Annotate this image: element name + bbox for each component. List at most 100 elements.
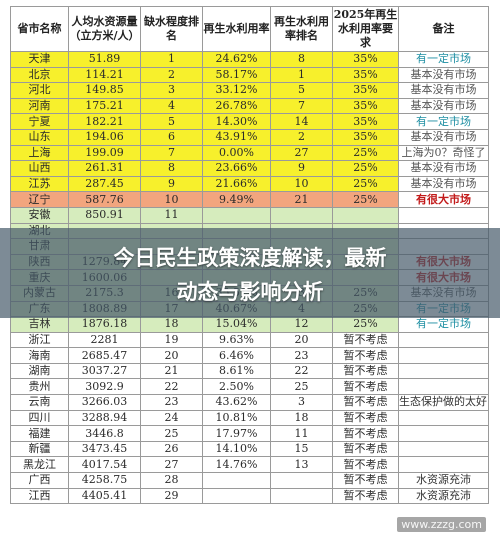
table-row: 河北 149.85 3 33.12% 5 35% 基本没有市场 — [10, 82, 489, 99]
reuse-rank-cell: 3 — [270, 394, 333, 411]
shortage-rank-cell: 23 — [140, 394, 203, 411]
reuse-rate-cell: 8.61% — [202, 362, 271, 380]
table-row: 广西 4258.75 28 暂不考虑 水资源充沛 — [10, 472, 489, 489]
reuse-rate-cell: 9.49% — [202, 191, 271, 208]
column-header: 人均水资源量（立方米/人） — [68, 6, 141, 52]
remark-cell — [398, 409, 489, 427]
target-rate-cell: 35% — [332, 128, 399, 146]
target-rate-cell: 35% — [332, 66, 399, 84]
reuse-rate-cell — [202, 472, 271, 489]
province-cell: 四川 — [10, 409, 69, 427]
province-cell: 北京 — [10, 66, 69, 84]
shortage-rank-cell: 29 — [140, 487, 203, 505]
shortage-rank-cell: 7 — [140, 144, 203, 162]
column-header: 缺水程度排名 — [140, 6, 203, 52]
shortage-rank-cell: 19 — [140, 331, 203, 349]
table-row: 黑龙江 4017.54 27 14.76% 13 暂不考虑 — [10, 456, 489, 474]
reuse-rate-cell: 24.62% — [202, 51, 271, 68]
table-row: 山东 194.06 6 43.91% 2 35% 基本没有市场 — [10, 128, 489, 146]
remark-cell — [398, 456, 489, 474]
water-per-capita-cell: 587.76 — [68, 191, 141, 208]
remark-cell: 有一定市场 — [398, 113, 489, 130]
remark-cell: 上海为0？奇怪了 — [398, 144, 489, 162]
remark-cell: 基本没有市场 — [398, 66, 489, 84]
column-header: 再生水利用率排名 — [270, 6, 333, 52]
remark-cell: 水资源充沛 — [398, 487, 489, 505]
remark-cell — [398, 362, 489, 380]
province-cell: 广西 — [10, 472, 69, 489]
province-cell: 湖南 — [10, 362, 69, 380]
shortage-rank-cell: 20 — [140, 347, 203, 364]
reuse-rate-cell: 58.17% — [202, 66, 271, 84]
water-per-capita-cell: 4017.54 — [68, 456, 141, 474]
shortage-rank-cell: 8 — [140, 160, 203, 177]
reuse-rank-cell: 9 — [270, 160, 333, 177]
water-per-capita-cell: 3037.27 — [68, 362, 141, 380]
water-per-capita-cell: 149.85 — [68, 82, 141, 99]
province-cell: 吉林 — [10, 316, 69, 333]
reuse-rank-cell: 18 — [270, 409, 333, 427]
table-row: 山西 261.31 8 23.66% 9 25% 基本没有市场 — [10, 160, 489, 177]
remark-cell: 生态保护做的太好了 — [398, 394, 489, 411]
reuse-rank-cell: 21 — [270, 191, 333, 208]
target-rate-cell: 25% — [332, 191, 399, 208]
target-rate-cell: 暂不考虑 — [332, 394, 399, 411]
shortage-rank-cell: 11 — [140, 206, 203, 224]
reuse-rank-cell: 22 — [270, 362, 333, 380]
shortage-rank-cell: 18 — [140, 316, 203, 333]
table-row: 浙江 2281 19 9.63% 20 暂不考虑 — [10, 331, 489, 349]
water-per-capita-cell: 3473.45 — [68, 440, 141, 458]
target-rate-cell: 暂不考虑 — [332, 425, 399, 442]
site-watermark: www.zzzg.com — [397, 517, 486, 532]
headline-line-1: 今日民生政策深度解读，最新 — [113, 246, 387, 270]
water-per-capita-cell: 182.21 — [68, 113, 141, 130]
shortage-rank-cell: 4 — [140, 97, 203, 115]
target-rate-cell: 暂不考虑 — [332, 472, 399, 489]
table-header-row: 省市名称 人均水资源量（立方米/人） 缺水程度排名 再生水利用率 再生水利用率排名 202… — [10, 6, 489, 52]
province-cell: 山西 — [10, 160, 69, 177]
reuse-rate-cell: 14.76% — [202, 456, 271, 474]
reuse-rank-cell: 20 — [270, 331, 333, 349]
reuse-rate-cell: 10.81% — [202, 409, 271, 427]
reuse-rate-cell — [202, 487, 271, 505]
reuse-rank-cell — [270, 487, 333, 505]
water-per-capita-cell: 3266.03 — [68, 394, 141, 411]
water-per-capita-cell: 114.21 — [68, 66, 141, 84]
reuse-rate-cell: 33.12% — [202, 82, 271, 99]
table-row: 湖南 3037.27 21 8.61% 22 暂不考虑 — [10, 362, 489, 380]
remark-cell — [398, 347, 489, 364]
remark-cell: 基本没有市场 — [398, 175, 489, 193]
reuse-rank-cell: 14 — [270, 113, 333, 130]
province-cell: 浙江 — [10, 331, 69, 349]
shortage-rank-cell: 26 — [140, 440, 203, 458]
province-cell: 江苏 — [10, 175, 69, 193]
reuse-rate-cell — [202, 206, 271, 224]
table-row: 云南 3266.03 23 43.62% 3 暂不考虑 生态保护做的太好了 — [10, 394, 489, 411]
table-row: 上海 199.09 7 0.00% 27 25% 上海为0？奇怪了 — [10, 144, 489, 162]
shortage-rank-cell: 22 — [140, 378, 203, 396]
shortage-rank-cell: 25 — [140, 425, 203, 442]
reuse-rate-cell: 15.04% — [202, 316, 271, 333]
reuse-rank-cell: 10 — [270, 175, 333, 193]
column-header: 省市名称 — [10, 6, 69, 52]
province-cell: 河北 — [10, 82, 69, 99]
remark-cell: 基本没有市场 — [398, 160, 489, 177]
water-per-capita-cell: 51.89 — [68, 51, 141, 68]
remark-cell: 基本没有市场 — [398, 97, 489, 115]
table-row: 江西 4405.41 29 暂不考虑 水资源充沛 — [10, 487, 489, 505]
shortage-rank-cell: 10 — [140, 191, 203, 208]
target-rate-cell: 暂不考虑 — [332, 362, 399, 380]
shortage-rank-cell: 24 — [140, 409, 203, 427]
target-rate-cell: 25% — [332, 175, 399, 193]
reuse-rank-cell: 7 — [270, 97, 333, 115]
water-per-capita-cell: 175.21 — [68, 97, 141, 115]
water-per-capita-cell: 2685.47 — [68, 347, 141, 364]
shortage-rank-cell: 9 — [140, 175, 203, 193]
water-per-capita-cell: 4405.41 — [68, 487, 141, 505]
target-rate-cell: 暂不考虑 — [332, 378, 399, 396]
reuse-rank-cell: 15 — [270, 440, 333, 458]
water-per-capita-cell: 199.09 — [68, 144, 141, 162]
remark-cell — [398, 206, 489, 224]
remark-cell — [398, 331, 489, 349]
reuse-rate-cell: 21.66% — [202, 175, 271, 193]
